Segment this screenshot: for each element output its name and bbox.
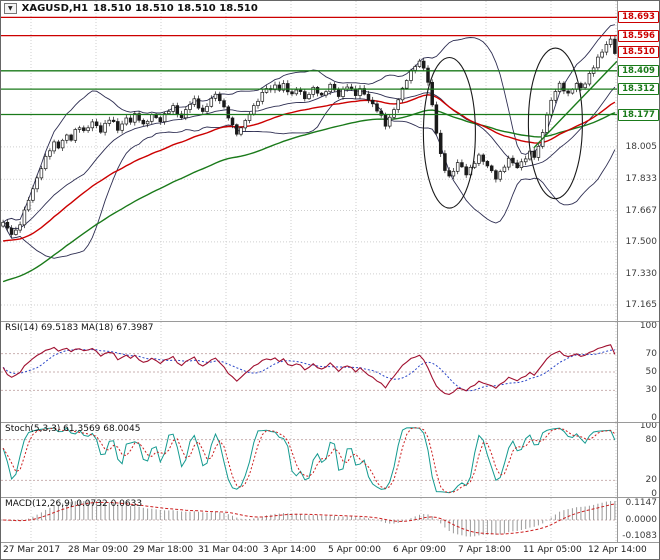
rsi-panel[interactable]: RSI(14) 69.5183 MA(18) 67.3987 xyxy=(1,322,617,422)
x-axis-label: 31 Mar 04:00 xyxy=(198,545,259,555)
axis-tick: 17.667 xyxy=(625,205,658,216)
axis-tick: 17.833 xyxy=(625,174,658,185)
price-tag[interactable]: 18.596 xyxy=(618,29,659,42)
axis-tick: 18.005 xyxy=(625,141,658,152)
axis-tick: 0.1147 xyxy=(625,498,658,508)
macd-svg[interactable] xyxy=(1,498,617,542)
ohlc-values: 18.510 18.510 18.510 18.510 xyxy=(93,3,258,15)
stochastic-axis[interactable]: 100 80 20 0 xyxy=(617,423,659,497)
chart-header: ▼ XAGUSD,H1 18.510 18.510 18.510 18.510 xyxy=(4,3,258,15)
price-tag[interactable]: 18.409 xyxy=(618,64,659,77)
time-axis[interactable]: 27 Mar 2017 28 Mar 09:00 29 Mar 18:00 31 Ma… xyxy=(1,543,659,559)
macd-panel-row: MACD(12,26,9) 0.0732 0.0633 0.1147 0.0000… xyxy=(1,498,659,543)
x-axis-label: 3 Apr 14:00 xyxy=(263,545,316,555)
bollinger-middle-band xyxy=(2,86,616,230)
axis-tick: 17.330 xyxy=(625,268,658,279)
axis-tick: 50 xyxy=(645,367,657,377)
axis-tick: 100 xyxy=(639,322,657,331)
macd-signal-line xyxy=(3,501,615,535)
x-axis-label: 11 Apr 05:00 xyxy=(523,545,582,555)
price-axis[interactable]: 18.005 17.833 17.667 17.500 17.330 17.165 18.6… xyxy=(617,1,659,321)
axis-tick: 17.165 xyxy=(625,300,658,310)
rsi-panel-row: RSI(14) 69.5183 MA(18) 67.3987 100 70 50 30… xyxy=(1,322,659,423)
annotation-ellipse[interactable] xyxy=(527,47,583,200)
stoch-grid xyxy=(1,423,617,497)
price-chart[interactable]: ▼ XAGUSD,H1 18.510 18.510 18.510 18.510 xyxy=(1,1,617,321)
rsi-svg[interactable] xyxy=(1,322,617,422)
axis-tick: 80 xyxy=(645,434,657,445)
x-axis-label: 6 Apr 09:00 xyxy=(393,545,446,555)
candles xyxy=(1,35,617,238)
fast-ma-line xyxy=(3,94,616,242)
rsi-axis[interactable]: 100 70 50 30 0 xyxy=(617,322,659,422)
main-chart-row: ▼ XAGUSD,H1 18.510 18.510 18.510 18.510 … xyxy=(1,1,659,322)
x-axis-label: 28 Mar 09:00 xyxy=(68,545,129,555)
annotation-ellipse[interactable] xyxy=(422,56,476,209)
stochastic-panel[interactable]: Stoch(5,3,3) 61.3569 68.0045 xyxy=(1,423,617,497)
axis-tick: 17.500 xyxy=(625,236,658,247)
macd-axis[interactable]: 0.1147 0.0000 -0.1083 xyxy=(617,498,659,542)
macd-panel[interactable]: MACD(12,26,9) 0.0732 0.0633 xyxy=(1,498,617,542)
rsi-ma-line xyxy=(2,348,615,392)
bollinger-lower-band xyxy=(2,97,616,259)
stochastic-svg[interactable] xyxy=(1,423,617,497)
rsi-label: RSI(14) 69.5183 MA(18) 67.3987 xyxy=(5,323,154,333)
price-tag[interactable]: 18.510 xyxy=(618,45,659,58)
x-axis-label: 7 Apr 18:00 xyxy=(458,545,511,555)
stoch-k-line xyxy=(2,427,616,494)
price-tag[interactable]: 18.693 xyxy=(618,11,659,24)
axis-tick: 20 xyxy=(645,475,657,486)
rsi-grid xyxy=(1,322,617,422)
stochastic-label: Stoch(5,3,3) 61.3569 68.0045 xyxy=(5,424,141,434)
macd-label: MACD(12,26,9) 0.0732 0.0633 xyxy=(5,499,143,509)
x-axis-label: 27 Mar 2017 xyxy=(3,545,61,555)
annotation-trendline[interactable] xyxy=(533,60,617,149)
stochastic-panel-row: Stoch(5,3,3) 61.3569 68.0045 100 80 20 0 xyxy=(1,423,659,498)
x-axis-label: 12 Apr 14:00 xyxy=(588,545,647,555)
axis-tick: -0.1083 xyxy=(622,531,657,542)
price-tag[interactable]: 18.312 xyxy=(618,83,659,96)
axis-tick: 70 xyxy=(645,348,657,359)
x-axis-label: 5 Apr 00:00 xyxy=(328,545,381,555)
main-chart-svg[interactable] xyxy=(1,1,617,321)
axis-tick: 30 xyxy=(645,385,657,396)
price-tag[interactable]: 18.177 xyxy=(618,108,659,121)
rsi-line xyxy=(2,344,616,395)
x-axis-label: 29 Mar 18:00 xyxy=(133,545,194,555)
symbol-label: XAGUSD,H1 xyxy=(21,3,89,15)
axis-tick: 100 xyxy=(639,423,657,431)
axis-tick: 0.0000 xyxy=(625,515,658,525)
stoch-d-line xyxy=(2,427,616,493)
slow-ma-line xyxy=(2,109,616,283)
chart-dropdown-button[interactable]: ▼ xyxy=(4,3,17,15)
axis-tick: 0 xyxy=(651,413,657,423)
axis-tick: 0 xyxy=(651,489,657,498)
